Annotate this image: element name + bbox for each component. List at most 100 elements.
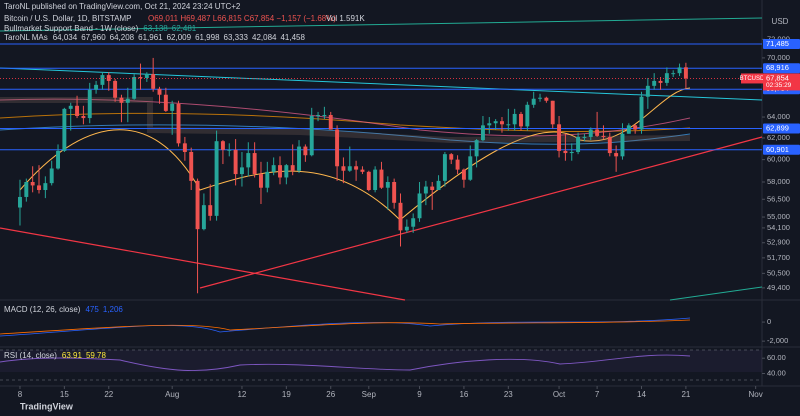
candle-body	[347, 166, 352, 171]
trend-line	[0, 17, 763, 32]
candle-body	[259, 174, 263, 188]
price-level-label: 71,485	[766, 39, 789, 48]
candle-body	[322, 114, 327, 116]
candle-body	[335, 129, 340, 167]
candle-body	[189, 151, 194, 181]
y-tick-label: 60.00	[767, 353, 786, 362]
indicator-value: 62,481	[172, 24, 197, 33]
candle-body	[588, 129, 593, 137]
candle-body	[113, 80, 118, 98]
candle-body	[683, 67, 688, 79]
trend-line	[0, 67, 763, 101]
candle-body	[246, 153, 251, 168]
macd-legend: MACD (12, 26, close)	[4, 305, 81, 314]
indicator-value: 62,009	[167, 33, 192, 42]
rsi-legend: RSI (14, close)	[4, 351, 57, 360]
candle-body	[626, 125, 631, 134]
candle-body	[157, 88, 162, 95]
band-legend: Bullmarket Support Band - 1W (close)	[4, 24, 139, 33]
indicator-value: 63.91	[62, 351, 83, 360]
x-tick-label: 23	[504, 390, 513, 399]
x-tick-label: 26	[326, 390, 335, 399]
x-tick-label: 19	[282, 390, 291, 399]
signal-line	[0, 319, 691, 335]
candle-body	[468, 156, 473, 180]
candle-body	[233, 149, 238, 175]
candle-body	[360, 169, 365, 172]
candle-body	[100, 75, 105, 85]
candle-body	[24, 182, 29, 197]
x-tick-label: 8	[18, 390, 23, 399]
candle-body	[297, 146, 301, 171]
y-tick-label: -2,000	[767, 336, 788, 345]
candle-body	[271, 165, 276, 172]
y-tick-label: 64,000	[767, 112, 790, 121]
drawings	[0, 17, 763, 372]
y-tick-label: 54,100	[767, 223, 790, 232]
last-price-symbol-tag	[741, 73, 763, 84]
candle-body	[119, 97, 124, 103]
moving-average	[0, 124, 691, 145]
indicator-value: 59.78	[86, 351, 107, 360]
price-level-tag	[763, 63, 800, 74]
candle-body	[278, 165, 282, 178]
candle-body	[633, 125, 638, 130]
candle-body	[49, 168, 54, 184]
price-level-tag	[763, 123, 800, 134]
candle-body	[423, 186, 428, 194]
indicator-value: 61,998	[195, 33, 220, 42]
candle-body	[525, 104, 530, 127]
indicator-value: 42,084	[252, 33, 277, 42]
x-tick-label: 7	[595, 390, 600, 399]
trend-line	[669, 286, 763, 301]
candle-body	[487, 123, 492, 126]
candle-body	[144, 74, 149, 79]
rsi-band	[0, 350, 762, 372]
logo: TradingView	[20, 401, 74, 411]
mas-legend: TaroNL MAs	[4, 33, 48, 42]
candle-body	[557, 124, 562, 151]
candle-body	[576, 136, 581, 152]
candle-body	[601, 135, 606, 137]
x-tick-label: 22	[104, 390, 113, 399]
candle-body	[170, 103, 175, 111]
y-tick-label: 55,000	[767, 212, 790, 221]
y-tick-label: 51,700	[767, 253, 790, 262]
candle-body	[30, 182, 35, 186]
candle-body	[461, 169, 466, 180]
indicator-value: 1,206	[103, 305, 124, 314]
indicator-value: 475	[85, 305, 99, 314]
candle-body	[493, 121, 498, 124]
countdown: 02:35:29	[766, 82, 792, 89]
candle-body	[290, 165, 295, 171]
candle-body	[500, 121, 504, 125]
candle-body	[677, 67, 682, 74]
candle-body	[354, 166, 359, 170]
candle-body	[474, 140, 479, 157]
candle-body	[449, 154, 454, 160]
indicator-value: 63,333	[224, 33, 249, 42]
author-line: TaroNL published on TradingView.com, Oct…	[4, 2, 241, 11]
candle-body	[385, 182, 390, 188]
price-level-label: 60,901	[766, 145, 789, 154]
candle-body	[538, 97, 542, 99]
candle-body	[436, 180, 441, 191]
candle-body	[220, 141, 225, 150]
candle-body	[379, 169, 384, 188]
candle-body	[607, 136, 612, 154]
last-price-symbol: BTCUSD	[740, 76, 765, 82]
ohlc: O69,011 H69,487 L66,815 C67,854 −1,157 (…	[148, 14, 336, 23]
candle-body	[595, 129, 600, 136]
candle-body	[328, 114, 333, 130]
candle-body	[373, 169, 378, 191]
candle-body	[620, 133, 625, 157]
candle-body	[176, 103, 181, 144]
candle-body	[138, 77, 143, 79]
x-tick-label: 9	[417, 390, 422, 399]
price-level-tag	[763, 39, 800, 50]
candle-body	[544, 97, 549, 101]
candle-body	[398, 202, 403, 231]
rsi-line	[0, 354, 691, 372]
candle-body	[75, 105, 80, 117]
